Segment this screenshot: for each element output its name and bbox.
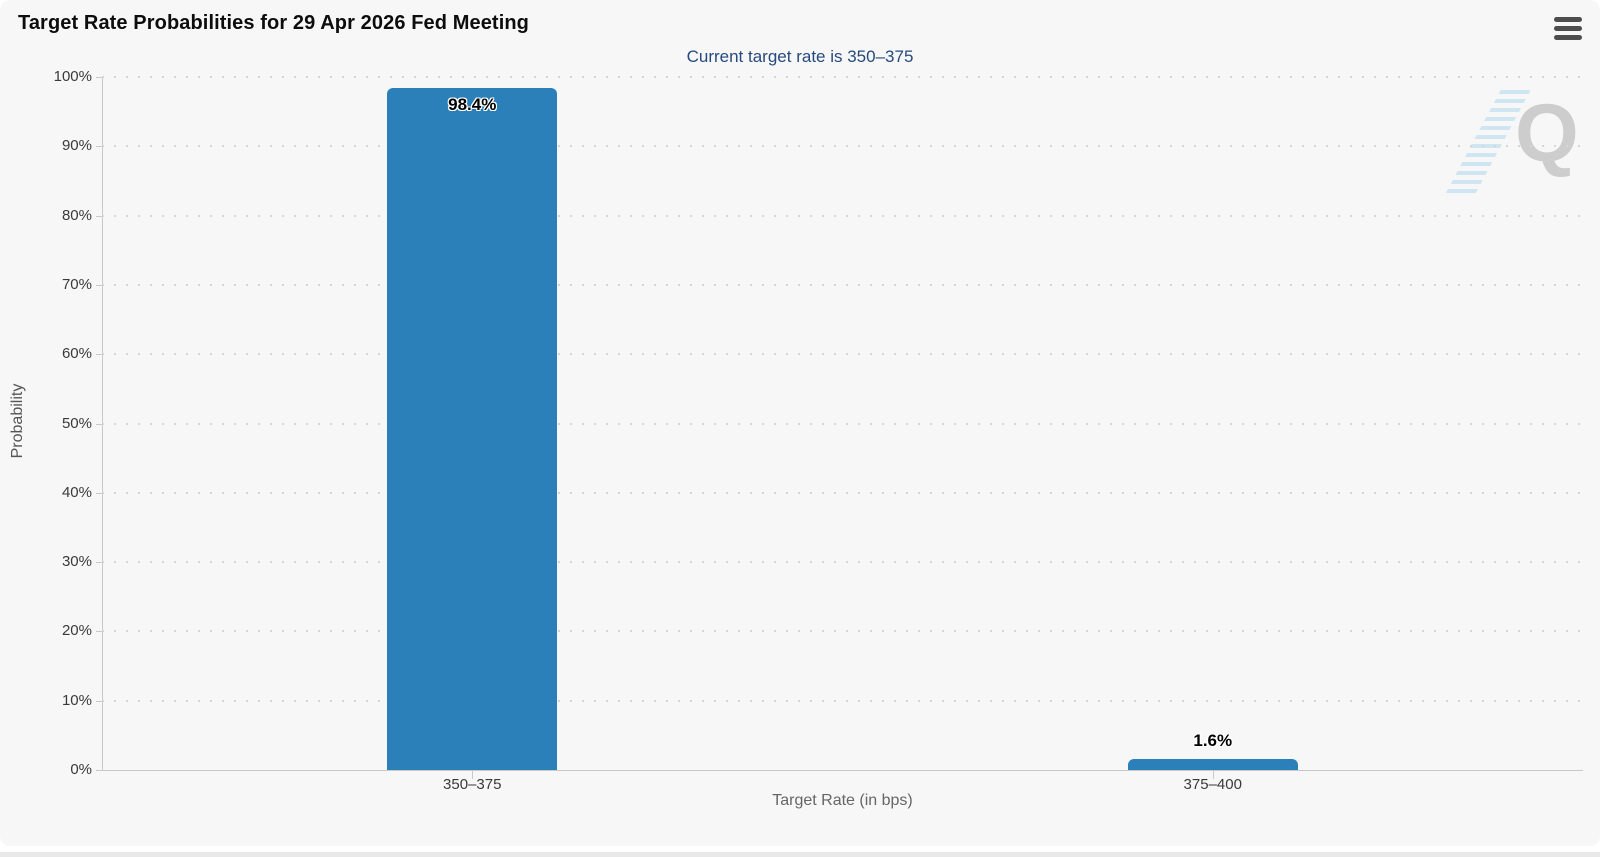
y-axis-tick-label: 30% <box>61 553 92 571</box>
gridline <box>102 214 1583 217</box>
gridline <box>102 770 1583 771</box>
y-axis-tick <box>96 423 102 425</box>
y-axis-tick <box>96 770 102 771</box>
bar-350–375[interactable] <box>387 88 558 770</box>
y-axis-tick-label: 10% <box>61 691 92 709</box>
gridline <box>102 561 1583 564</box>
bottom-divider <box>0 852 1600 857</box>
x-axis-tick <box>1212 770 1214 779</box>
y-axis-tick <box>96 215 102 217</box>
hamburger-bar <box>1554 17 1582 22</box>
y-axis-tick <box>96 562 102 564</box>
y-axis-tick <box>96 492 102 494</box>
x-axis-title: Target Rate (in bps) <box>772 792 913 809</box>
y-axis-tick-label: 70% <box>61 275 92 293</box>
chart-subtitle: Current target rate is 350–375 <box>686 47 914 66</box>
x-axis-tick <box>472 770 474 779</box>
bar-value-label: 98.4% <box>448 95 497 115</box>
hamburger-bar <box>1554 35 1582 40</box>
y-axis-tick <box>96 77 102 78</box>
gridline <box>102 353 1583 356</box>
gridline <box>102 145 1583 148</box>
y-axis-tick-label: 60% <box>61 345 92 363</box>
hamburger-menu-icon[interactable] <box>1554 17 1582 42</box>
y-axis-tick <box>96 631 102 633</box>
gridline <box>102 699 1583 702</box>
y-axis-tick <box>96 700 102 702</box>
hamburger-bar <box>1554 26 1582 31</box>
gridline <box>102 76 1583 78</box>
bar-value-label: 1.6% <box>1193 730 1233 750</box>
y-axis-tick <box>96 284 102 286</box>
y-axis-tick-label: 0% <box>70 761 92 778</box>
gridline <box>102 283 1583 286</box>
gridline <box>102 491 1583 494</box>
y-axis-tick-label: 20% <box>61 622 92 640</box>
bar-375–400[interactable] <box>1127 758 1298 770</box>
chart-title: Target Rate Probabilities for 29 Apr 202… <box>18 12 529 34</box>
gridline <box>102 422 1583 425</box>
y-axis-tick-label: 80% <box>61 206 92 224</box>
gridline <box>102 630 1583 633</box>
y-axis-title: Probability <box>9 383 26 459</box>
x-axis-tick-label: 375–400 <box>1183 776 1242 793</box>
y-axis-tick <box>96 146 102 148</box>
y-axis-tick-label: 50% <box>61 414 92 432</box>
y-axis-tick <box>96 354 102 356</box>
y-axis-tick-label: 40% <box>61 483 92 501</box>
y-axis-tick-label: 90% <box>61 137 92 155</box>
y-axis-tick-label: 100% <box>53 68 92 85</box>
x-axis-tick-label: 350–375 <box>443 776 502 793</box>
